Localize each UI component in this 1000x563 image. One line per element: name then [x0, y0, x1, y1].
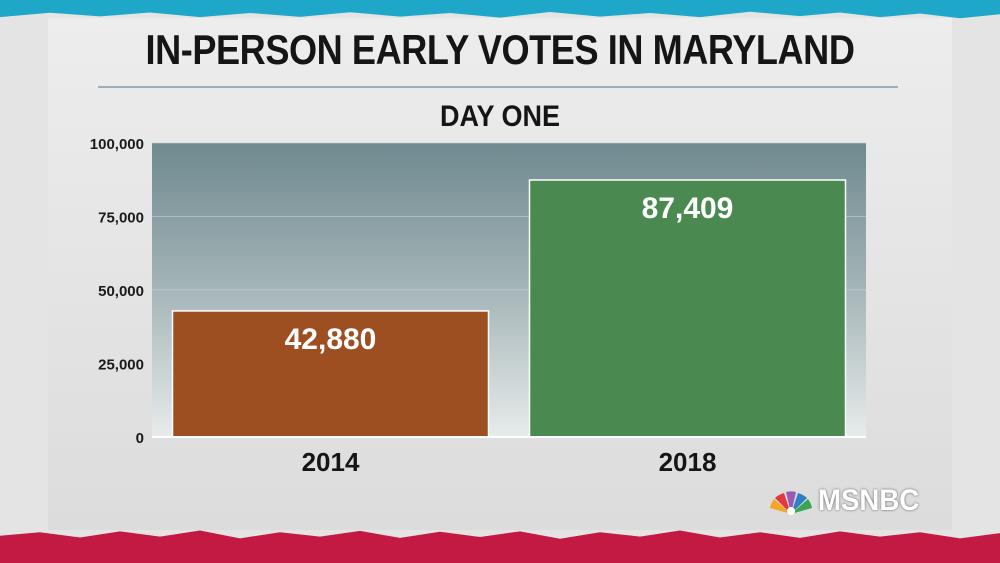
data-label: 42,880	[285, 323, 377, 356]
peacock-icon	[770, 491, 812, 515]
y-tick-label: 50,000	[98, 283, 144, 300]
y-tick-label: 75,000	[98, 210, 144, 227]
bar-2018	[528, 179, 847, 438]
y-tick-label: 25,000	[98, 357, 144, 374]
chart-title: IN-PERSON EARLY VOTES IN MARYLAND	[145, 26, 855, 73]
x-tick-label: 2018	[659, 447, 717, 477]
torn-bottom-edge	[0, 530, 1000, 563]
y-tick-label: 100,000	[90, 136, 144, 153]
x-tick-label: 2014	[302, 447, 360, 477]
msnbc-logo: MSNBC	[768, 484, 928, 518]
title-divider	[98, 86, 898, 88]
data-label: 87,409	[642, 192, 734, 225]
bar-2014	[171, 310, 490, 438]
y-tick-label: 0	[136, 430, 144, 447]
chart-subtitle: DAY ONE	[439, 100, 561, 133]
msnbc-wordmark: MSNBC	[818, 484, 920, 517]
